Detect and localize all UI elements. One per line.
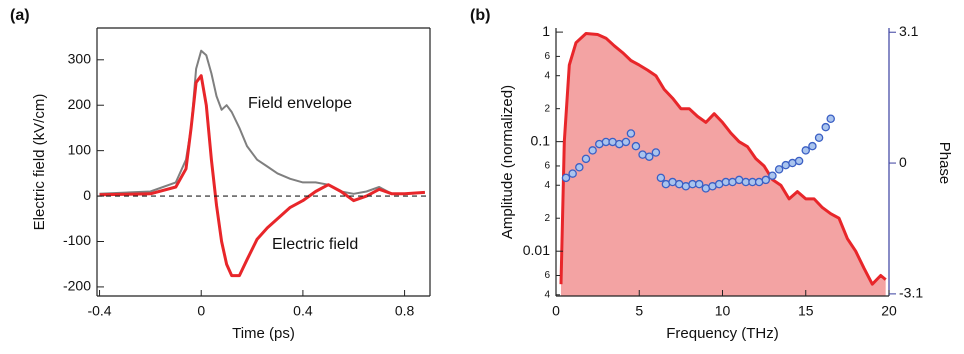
panel-label: (b) (470, 7, 490, 24)
phase-point (621, 137, 631, 147)
x-tick-label: 0 (197, 303, 205, 319)
y-tick-label: 100 (68, 141, 92, 157)
phase-point (568, 169, 577, 178)
phase-point (656, 173, 666, 183)
phase-point (631, 141, 641, 151)
phase-point (626, 129, 636, 138)
y2-tick-label: 3.1 (899, 23, 919, 39)
y-tick-label: 6 (544, 51, 550, 62)
y2-tick-label: -3.1 (899, 285, 923, 301)
x-axis-label: Time (ps) (232, 325, 295, 342)
y-tick-label: -200 (63, 278, 91, 294)
y-tick-label: 200 (68, 96, 92, 112)
phase-point (581, 154, 591, 164)
phase-point (644, 152, 654, 161)
x-tick-label: 0.4 (293, 303, 313, 319)
phase-point (561, 173, 571, 183)
x-tick-label: 20 (881, 303, 897, 319)
phase-point (768, 171, 777, 180)
y-tick-label: 0 (83, 187, 91, 203)
y-tick-label: 4 (544, 180, 550, 191)
series-line (99, 49, 425, 195)
y-tick-label: 6 (544, 161, 550, 172)
x-tick-label: 0.8 (395, 303, 415, 319)
panel-label: (a) (10, 7, 30, 24)
series-line (559, 32, 887, 286)
x-tick-label: -0.4 (87, 303, 111, 319)
y-tick-label: -100 (63, 232, 91, 248)
y-axis-label: Electric field (kV/cm) (31, 94, 48, 231)
y-tick-label: 2 (544, 103, 550, 114)
y2-tick-label: 0 (899, 154, 907, 170)
phase-point (814, 133, 824, 142)
phase-point (761, 175, 771, 185)
x-tick-label: 5 (635, 303, 643, 319)
phase-point (588, 146, 597, 155)
y-tick-label: 1 (542, 23, 550, 39)
series-label: Electric field (272, 236, 358, 253)
phase-point (575, 163, 584, 172)
phase-point (651, 148, 661, 157)
y-axis-label: Amplitude (normalized) (499, 85, 516, 239)
phase-point (801, 146, 811, 155)
x-tick-label: 15 (798, 303, 814, 319)
phase-point (774, 165, 784, 174)
phase-point (794, 156, 804, 166)
series-line (99, 74, 426, 278)
y-tick-label: 6 (544, 270, 550, 281)
x-axis-label: Frequency (THz) (666, 325, 779, 342)
y-tick-label: 4 (544, 70, 550, 81)
phase-point (826, 114, 835, 123)
phase-point (808, 141, 817, 151)
phase-point (821, 122, 830, 132)
y-tick-label: 0.1 (531, 132, 551, 148)
series-label: Field envelope (248, 95, 352, 112)
area-fill (560, 33, 886, 296)
x-tick-label: 10 (715, 303, 731, 319)
y-tick-label: 4 (544, 289, 550, 300)
y2-axis-label: Phase (936, 142, 953, 185)
y-tick-label: 300 (68, 50, 92, 66)
y-tick-label: 0.01 (523, 242, 550, 258)
x-tick-label: 0 (552, 303, 560, 319)
y-tick-label: 2 (544, 213, 550, 224)
phase-point (694, 179, 704, 189)
